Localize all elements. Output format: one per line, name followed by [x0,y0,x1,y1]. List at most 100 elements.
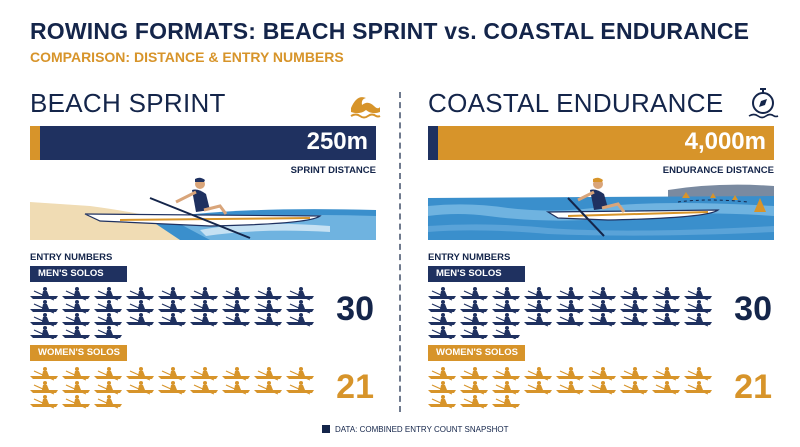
rower-pictogram-icon [492,367,520,381]
rower-pictogram-icon [588,381,616,395]
rower-pictogram-icon [684,287,712,301]
rower-pictogram-icon [126,287,154,301]
rower-pictogram-icon [684,300,712,314]
infographic-title: ROWING FORMATS: BEACH SPRINT vs. COASTAL… [30,18,750,44]
rower-pictogram-icon [460,287,488,301]
rower-pictogram-icon [620,367,648,381]
rower-pictogram-icon [524,367,552,381]
rower-pictogram-icon [254,300,282,314]
rower-pictogram-icon [62,300,90,314]
womens-solos-count: 21 [336,368,374,406]
endurance-distance-bar: 4,000m [428,126,774,160]
rower-pictogram-icon [94,313,122,327]
rower-pictogram-icon [158,313,186,327]
coastal-rower-illustration [428,177,774,240]
mens-rower-pictogram-grid [30,287,314,339]
infographic-subtitle: COMPARISON: DISTANCE & ENTRY NUMBERS [30,49,344,65]
rower-pictogram-icon [126,300,154,314]
beach-rower-illustration [30,177,376,240]
rower-pictogram-icon [62,395,90,409]
rower-pictogram-icon [222,300,250,314]
rower-pictogram-icon [492,313,520,327]
rower-pictogram-icon [460,326,488,339]
coastal-endurance-panel: COASTAL ENDURANCE 4,000m ENDURANCE DISTA… [428,0,779,447]
rower-pictogram-icon [30,300,58,314]
rower-pictogram-icon [588,367,616,381]
rower-pictogram-icon [588,313,616,327]
rower-pictogram-icon [286,300,314,314]
footnote-text: DATA: COMBINED ENTRY COUNT SNAPSHOT [335,425,509,434]
rower-pictogram-icon [652,313,680,327]
rower-pictogram-icon [158,381,186,395]
rower-pictogram-icon [30,395,58,409]
rower-pictogram-icon [158,367,186,381]
rower-pictogram-icon [126,367,154,381]
rower-pictogram-icon [30,381,58,395]
rower-pictogram-icon [94,287,122,301]
rower-pictogram-icon [126,381,154,395]
rower-pictogram-icon [684,367,712,381]
womens-rower-pictogram-grid [428,367,712,409]
sprint-distance-label: SPRINT DISTANCE [290,165,376,176]
rower-pictogram-icon [190,313,218,327]
entry-numbers-heading: ENTRY NUMBERS [428,252,511,263]
rower-pictogram-icon [460,300,488,314]
data-source-footnote: DATA: COMBINED ENTRY COUNT SNAPSHOT [322,425,509,434]
rower-pictogram-icon [30,287,58,301]
rower-pictogram-icon [62,367,90,381]
beach-sprint-title: BEACH SPRINT [30,88,226,118]
rower-pictogram-icon [492,300,520,314]
rower-pictogram-icon [460,313,488,327]
panel-divider [399,92,401,412]
rower-pictogram-icon [460,381,488,395]
rower-pictogram-icon [620,381,648,395]
rower-pictogram-icon [652,367,680,381]
rower-pictogram-icon [460,395,488,409]
rower-pictogram-icon [428,287,456,301]
mens-rower-pictogram-grid [428,287,712,339]
rower-pictogram-icon [620,313,648,327]
rower-pictogram-icon [190,300,218,314]
rower-pictogram-icon [126,313,154,327]
womens-solos-tag: WOMEN'S SOLOS [428,345,525,361]
rower-pictogram-icon [556,381,584,395]
rower-pictogram-icon [222,367,250,381]
rower-pictogram-icon [222,313,250,327]
coastal-endurance-title: COASTAL ENDURANCE [428,88,724,118]
mens-solos-tag: MEN'S SOLOS [30,266,127,282]
rower-pictogram-icon [428,300,456,314]
rower-pictogram-icon [190,287,218,301]
rower-pictogram-icon [620,287,648,301]
rower-pictogram-icon [254,367,282,381]
rower-pictogram-icon [524,287,552,301]
rower-pictogram-icon [94,300,122,314]
rower-pictogram-icon [30,326,58,339]
wave-icon [350,97,381,119]
rower-pictogram-icon [652,287,680,301]
rower-pictogram-icon [190,381,218,395]
rower-pictogram-icon [524,381,552,395]
rower-pictogram-icon [620,300,648,314]
rower-pictogram-icon [286,287,314,301]
rower-pictogram-icon [556,313,584,327]
rower-pictogram-icon [428,313,456,327]
sprint-distance-bar: 250m [30,126,376,160]
rower-pictogram-icon [254,287,282,301]
rower-pictogram-icon [286,367,314,381]
compass-icon [748,88,779,119]
rower-pictogram-icon [428,395,456,409]
rower-pictogram-icon [94,367,122,381]
rower-pictogram-icon [94,326,122,339]
rower-pictogram-icon [556,287,584,301]
rower-pictogram-icon [286,381,314,395]
rower-pictogram-icon [254,381,282,395]
mens-solos-tag: MEN'S SOLOS [428,266,525,282]
rower-pictogram-icon [158,300,186,314]
rower-pictogram-icon [158,287,186,301]
endurance-distance-label: ENDURANCE DISTANCE [662,165,774,176]
rower-pictogram-icon [588,287,616,301]
mens-solos-count: 30 [734,290,772,328]
rower-pictogram-icon [62,287,90,301]
legend-swatch [322,425,330,433]
rower-pictogram-icon [222,287,250,301]
